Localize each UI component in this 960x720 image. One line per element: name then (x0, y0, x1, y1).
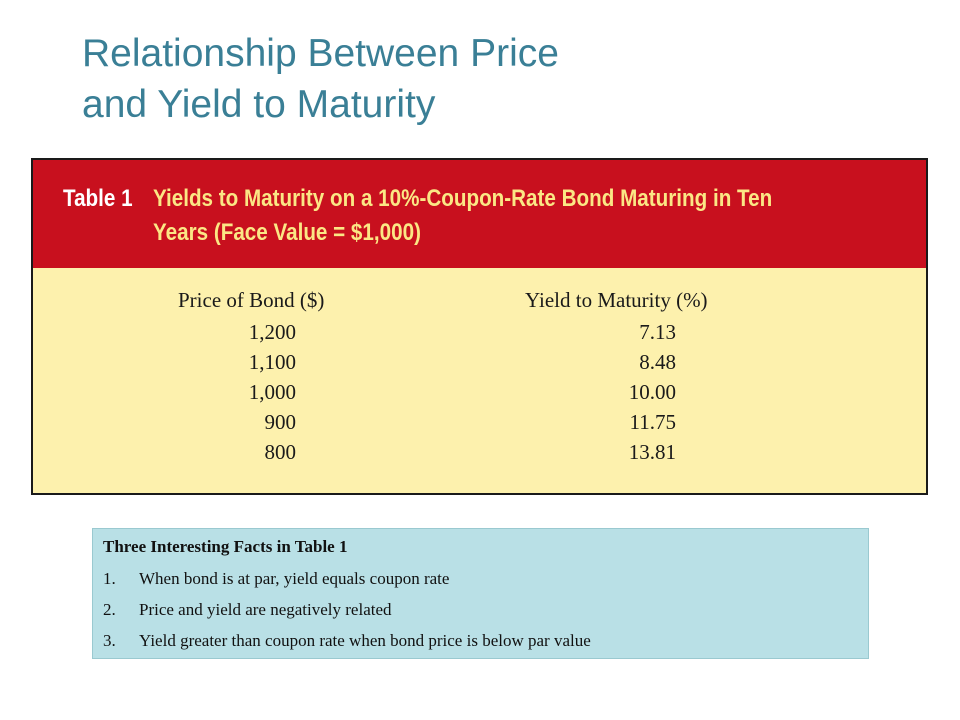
table-body: 1,200 7.13 1,100 8.48 1,000 10.00 900 11… (33, 318, 926, 468)
table-caption-line-1: Yields to Maturity on a 10%-Coupon-Rate … (153, 185, 773, 212)
fact-text: Yield greater than coupon rate when bond… (139, 631, 591, 650)
table-row: 900 11.75 (33, 408, 926, 438)
slide-title-line-1: Relationship Between Price (82, 32, 559, 75)
column-header-price: Price of Bond ($) (178, 288, 325, 312)
table-row: 1,000 10.00 (33, 378, 926, 408)
table-caption: Yields to Maturity on a 10%-Coupon-Rate … (153, 182, 875, 250)
yield-cell: 11.75 (629, 410, 676, 434)
fact-item: 3. Yield greater than coupon rate when bo… (103, 631, 591, 651)
price-cell: 1,200 (248, 320, 296, 344)
facts-box: Three Interesting Facts in Table 1 1. Whe… (92, 528, 869, 659)
yield-cell: 8.48 (639, 350, 676, 374)
fact-number: 1. (103, 569, 116, 588)
column-header-yield: Yield to Maturity (%) (525, 288, 708, 312)
bond-yield-table: Table 1 Yields to Maturity on a 10%-Coup… (31, 158, 928, 495)
yield-cell: 13.81 (628, 440, 676, 464)
yield-cell: 7.13 (639, 320, 676, 344)
table-number: Table 1 (63, 185, 133, 212)
table-header: Table 1 Yields to Maturity on a 10%-Coup… (33, 160, 926, 268)
fact-number: 2. (103, 600, 116, 619)
table-row: 1,100 8.48 (33, 348, 926, 378)
yield-cell: 10.00 (628, 380, 676, 404)
table-row: 1,200 7.13 (33, 318, 926, 348)
table-row: 800 13.81 (33, 438, 926, 468)
slide-title-line-2: and Yield to Maturity (82, 83, 436, 126)
facts-title: Three Interesting Facts in Table 1 (103, 537, 348, 556)
fact-number: 3. (103, 631, 116, 650)
price-cell: 1,100 (248, 350, 296, 374)
table-caption-line-2: Years (Face Value = $1,000) (153, 219, 421, 246)
fact-text: When bond is at par, yield equals coupon… (139, 569, 450, 588)
price-cell: 1,000 (248, 380, 296, 404)
fact-item: 2. Price and yield are negatively related (103, 600, 392, 620)
price-cell: 900 (264, 410, 297, 434)
fact-text: Price and yield are negatively related (139, 600, 392, 619)
slide-title: Relationship Between Price and Yield to … (82, 28, 902, 130)
price-cell: 800 (264, 440, 297, 464)
fact-item: 1. When bond is at par, yield equals coup… (103, 569, 449, 589)
